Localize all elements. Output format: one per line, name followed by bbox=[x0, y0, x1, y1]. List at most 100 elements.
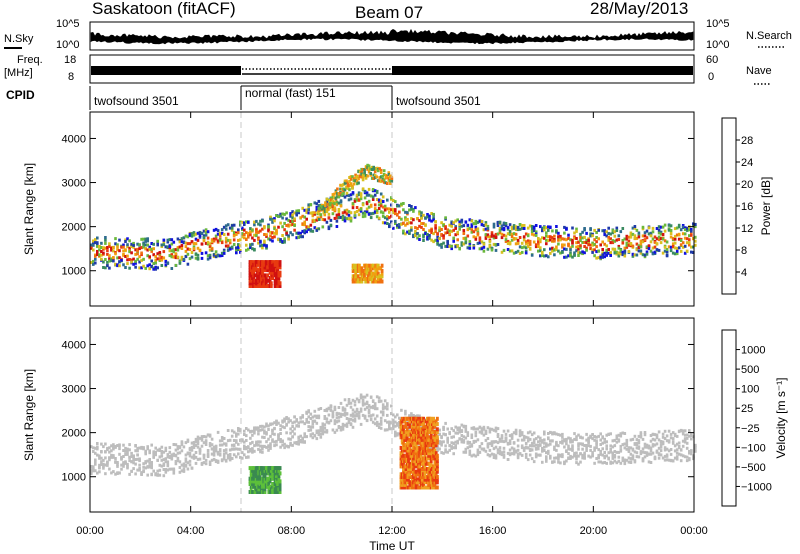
heatmap-cell bbox=[108, 245, 111, 248]
heatmap-cell bbox=[116, 462, 119, 466]
heatmap-cell bbox=[440, 245, 443, 249]
heatmap-cell bbox=[323, 430, 327, 434]
heatmap-cell bbox=[458, 220, 461, 224]
heatmap-cell bbox=[210, 437, 214, 441]
heatmap-cell bbox=[170, 267, 174, 270]
heatmap-cell bbox=[363, 274, 366, 279]
heatmap-cell bbox=[506, 458, 510, 461]
heatmap-cell bbox=[336, 187, 339, 191]
heatmap-cell bbox=[429, 424, 433, 429]
heatmap-cell bbox=[339, 187, 342, 191]
heatmap-cell bbox=[186, 242, 190, 246]
heatmap-cell bbox=[258, 482, 262, 486]
heatmap-cell bbox=[508, 439, 512, 443]
heatmap-cell bbox=[655, 242, 659, 246]
heatmap-cell bbox=[414, 464, 418, 469]
heatmap-cell bbox=[579, 246, 582, 250]
heatmap-cell bbox=[142, 257, 145, 261]
heatmap-cell bbox=[247, 247, 250, 251]
heatmap-cell bbox=[502, 453, 506, 457]
heatmap-cell bbox=[311, 419, 315, 423]
heatmap-cell bbox=[692, 245, 695, 249]
heatmap-cell bbox=[162, 450, 166, 454]
heatmap-cell bbox=[327, 216, 331, 220]
heatmap-cell bbox=[530, 232, 534, 236]
heatmap-cell bbox=[547, 228, 550, 232]
heatmap-cell bbox=[643, 253, 647, 257]
heatmap-cell bbox=[256, 490, 259, 494]
heatmap-cell bbox=[609, 237, 612, 241]
heatmap-cell bbox=[607, 451, 610, 455]
heatmap-cell bbox=[361, 173, 365, 177]
heatmap-cell bbox=[599, 460, 602, 464]
heatmap-cell bbox=[94, 254, 97, 258]
heatmap-cell bbox=[134, 259, 137, 263]
heatmap-cell bbox=[647, 226, 651, 230]
heatmap-cell bbox=[643, 234, 647, 238]
heatmap-cell bbox=[623, 249, 627, 253]
heatmap-cell bbox=[603, 456, 606, 460]
heatmap-cell bbox=[520, 453, 524, 457]
heatmap-cell bbox=[301, 229, 304, 233]
heatmap-cell bbox=[407, 467, 410, 471]
heatmap-cell bbox=[94, 469, 97, 473]
heatmap-cell bbox=[510, 452, 514, 456]
heatmap-cell bbox=[245, 447, 248, 451]
heatmap-cell bbox=[224, 448, 228, 452]
beam-title: Beam 07 bbox=[355, 3, 423, 22]
heatmap-cell bbox=[549, 431, 552, 434]
heatmap-cell bbox=[438, 441, 441, 445]
heatmap-cell bbox=[255, 234, 258, 238]
heatmap-cell bbox=[645, 236, 649, 240]
heatmap-cell bbox=[462, 242, 466, 246]
heatmap-cell bbox=[216, 452, 220, 456]
heatmap-cell bbox=[496, 448, 500, 452]
heatmap-cell bbox=[476, 241, 480, 245]
heatmap-cell bbox=[690, 434, 693, 437]
heatmap-cell bbox=[333, 422, 337, 426]
heatmap-cell bbox=[579, 251, 582, 255]
heatmap-cell bbox=[276, 482, 279, 486]
heatmap-cell bbox=[325, 200, 329, 204]
heatmap-cell bbox=[629, 438, 633, 442]
heatmap-cell bbox=[273, 281, 277, 286]
heatmap-cell bbox=[144, 247, 147, 251]
heatmap-cell bbox=[541, 439, 544, 443]
heatmap-cell bbox=[438, 243, 441, 247]
heatmap-cell bbox=[116, 444, 119, 447]
heatmap-cell bbox=[316, 216, 320, 220]
heatmap-cell bbox=[377, 203, 381, 207]
heatmap-cell bbox=[410, 228, 413, 232]
heatmap-cell bbox=[232, 439, 236, 442]
heatmap-cell bbox=[677, 223, 681, 227]
heatmap-cell bbox=[112, 256, 115, 259]
heatmap-cell bbox=[597, 237, 600, 241]
heatmap-cell bbox=[452, 446, 455, 450]
heatmap-cell bbox=[257, 222, 260, 226]
heatmap-cell bbox=[356, 274, 360, 279]
heatmap-cell bbox=[603, 437, 606, 441]
heatmap-cell bbox=[575, 435, 578, 439]
heatmap-cell bbox=[252, 476, 256, 481]
heatmap-cell bbox=[297, 231, 300, 235]
heatmap-cell bbox=[392, 421, 395, 425]
heatmap-cell bbox=[394, 424, 397, 428]
heatmap-cell bbox=[291, 429, 294, 433]
heatmap-cell bbox=[402, 231, 405, 235]
heatmap-cell bbox=[486, 437, 490, 440]
heatmap-cell bbox=[512, 232, 516, 236]
heatmap-cell bbox=[150, 461, 153, 464]
heatmap-cell bbox=[313, 201, 317, 205]
heatmap-cell bbox=[585, 241, 588, 245]
heatmap-cell bbox=[534, 443, 538, 447]
heatmap-cell bbox=[381, 410, 385, 414]
heatmap-cell bbox=[276, 484, 279, 489]
heatmap-cell bbox=[204, 443, 208, 446]
heatmap-cell bbox=[647, 452, 651, 456]
heatmap-cell bbox=[448, 431, 451, 435]
heatmap-cell bbox=[249, 442, 252, 446]
heatmap-cell bbox=[311, 211, 315, 215]
heatmap-cell bbox=[583, 245, 586, 248]
heatmap-cell bbox=[339, 426, 343, 429]
heatmap-cell bbox=[408, 229, 411, 233]
